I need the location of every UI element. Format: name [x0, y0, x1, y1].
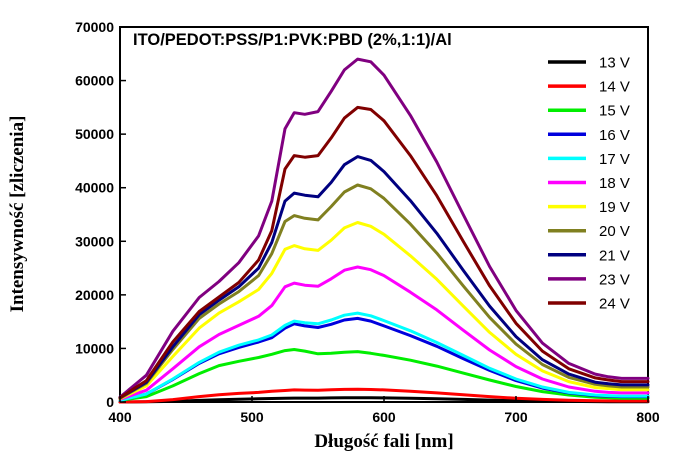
legend-label-20-v: 20 V [599, 223, 630, 240]
legend-label-18-v: 18 V [599, 175, 630, 192]
legend-label-17-v: 17 V [599, 151, 630, 168]
y-tick-label: 50000 [75, 126, 114, 142]
y-tick-label: 0 [106, 394, 114, 410]
x-tick-label: 800 [636, 409, 660, 425]
ticks-layer: 400 500 600 700 800 0 10000 20000 30000 40000 5000… [75, 19, 660, 425]
series-layer [118, 57, 650, 404]
x-tick-label: 600 [372, 409, 396, 425]
series-line-17-v [118, 311, 650, 402]
series-line-20-v [118, 183, 650, 400]
y-tick-label: 40000 [75, 180, 114, 196]
y-axis-label: Intensywność [zliczenia] [7, 116, 28, 313]
series-line-21-v [118, 155, 650, 400]
series-line-23-v [118, 57, 650, 399]
legend-label-19-v: 19 V [599, 199, 630, 216]
legend-label-15-v: 15 V [599, 103, 630, 120]
y-tick-label: 70000 [75, 19, 114, 35]
legend-label-13-v: 13 V [599, 55, 630, 72]
y-tick-label: 20000 [75, 287, 114, 303]
x-axis-label: Długość fali [nm] [314, 431, 453, 452]
series-line-18-v [118, 265, 650, 401]
series-line-24-v [118, 105, 650, 400]
legend-label-24-v: 24 V [599, 296, 630, 313]
x-tick-label: 700 [504, 409, 528, 425]
series-line-14-v [118, 387, 650, 404]
legend-label-14-v: 14 V [599, 79, 630, 96]
legend-label-21-v: 21 V [599, 247, 630, 264]
series-line-15-v [118, 348, 650, 402]
x-tick-label: 400 [108, 409, 132, 425]
y-tick-label: 30000 [75, 233, 114, 249]
legend: 13 V 14 V 15 V 16 V 17 V 18 V 19 V 20 V 21 V 23 V… [548, 55, 630, 313]
legend-label-16-v: 16 V [599, 127, 630, 144]
y-tick-label: 60000 [75, 73, 114, 89]
legend-label-23-v: 23 V [599, 271, 630, 288]
chart-title: ITO/PEDOT:PSS/P1:PVK:PBD (2%,1:1)/Al [133, 31, 452, 49]
series-line-19-v [118, 221, 650, 401]
y-tick-label: 10000 [75, 340, 114, 356]
x-tick-label: 500 [240, 409, 264, 425]
